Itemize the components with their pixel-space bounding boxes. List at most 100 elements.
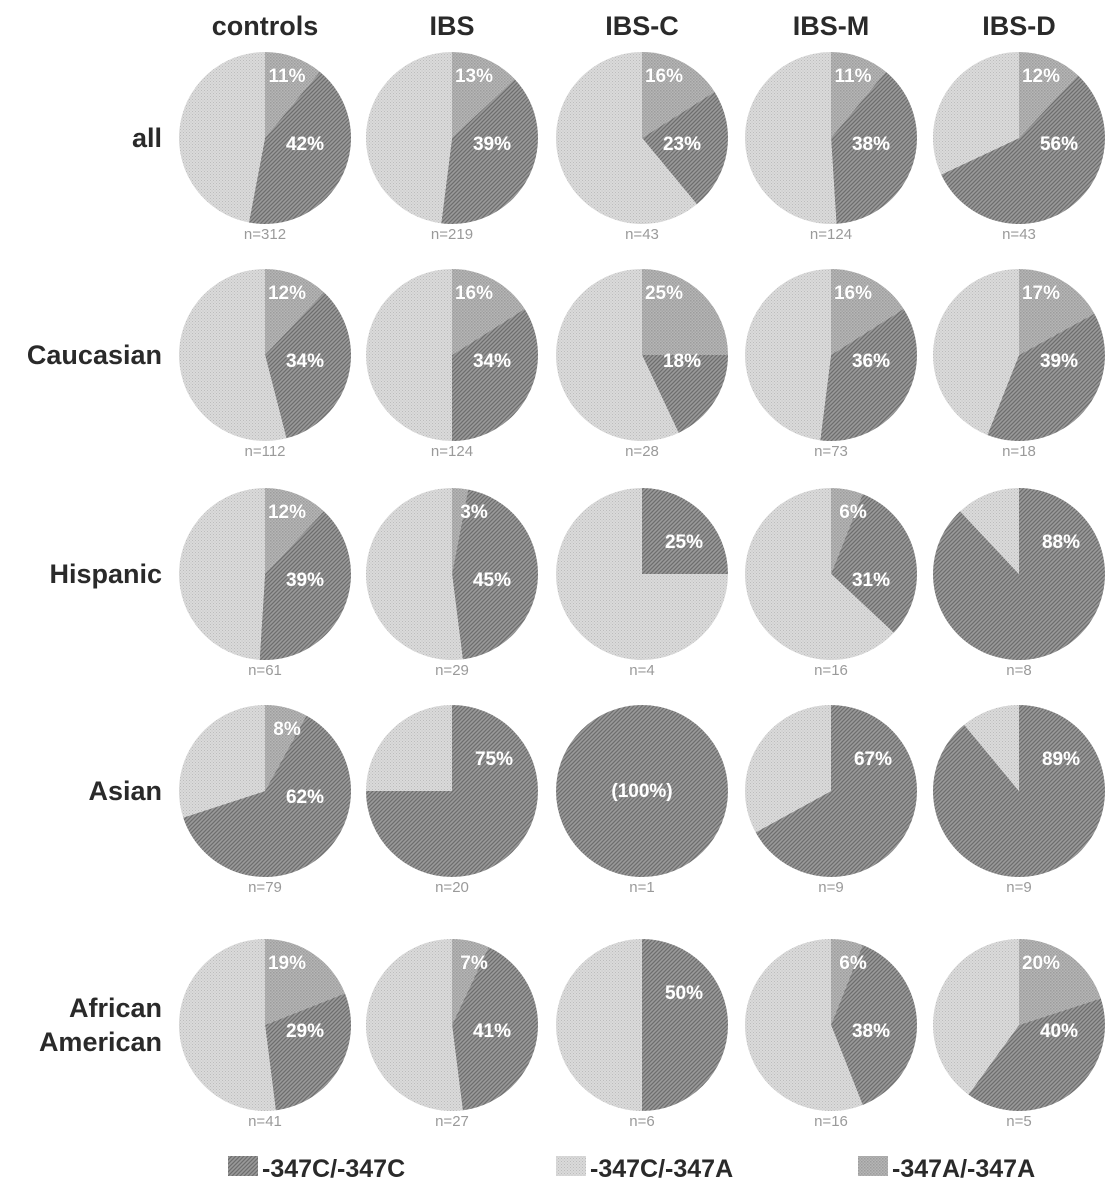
pie-all-ibs-d-slice-347c-347a: [932, 51, 1019, 175]
pie-caucasian-ibs-d-label-347a-347a: 17%: [1022, 283, 1060, 304]
pie-caucasian-controls-label-347a-347a: 12%: [268, 283, 306, 304]
pie-asian-controls-sample-size: n=79: [248, 879, 282, 896]
pie-hispanic-ibs-slice-347a-347a: [452, 488, 469, 574]
pie-asian-ibs-m-slice-347c-347a: [745, 705, 831, 833]
legend-swatch-dark: [228, 1156, 258, 1176]
pie-all-ibs-m-label-347a-347a: 11%: [835, 66, 872, 87]
column-header-ibs-d: IBS-D: [982, 11, 1056, 41]
pie-all-ibs-m-slice-347c-347a: [744, 52, 837, 224]
pie-caucasian-ibs-d-slice-347a-347a: [1019, 269, 1095, 355]
pie-asian-controls-slice-347c-347a: [178, 705, 265, 818]
pie-hispanic-ibs-m-slice-347a-347a: [831, 488, 863, 574]
pie-all-ibs-d-slice-347a-347a: [1019, 52, 1078, 138]
pie-african-american-ibs-label-347a-347a: 7%: [460, 953, 488, 974]
pie-caucasian-ibs-c-slice-347a-347a: [642, 269, 728, 355]
pie-all-ibs-c-slice-347a-347a: [642, 52, 715, 138]
pie-all-ibs-c-label-347a-347a: 16%: [645, 66, 683, 87]
pie-all-controls-slice-347c-347c: [248, 71, 351, 225]
pie-hispanic-ibs-m-slice-347c-347a: [744, 488, 894, 660]
pie-hispanic-controls-label-347a-347a: 12%: [268, 502, 306, 523]
pie-african-american-ibs-slice-347a-347a: [452, 939, 489, 1025]
row-headers: all Caucasian Hispanic Asian African American: [27, 123, 162, 1057]
pie-caucasian-ibs-label-347a-347a: 16%: [455, 283, 493, 304]
pie-caucasian-ibs-c-sample-size: n=28: [625, 443, 659, 460]
pie-hispanic-controls-sample-size: n=61: [248, 662, 282, 679]
pie-hispanic-controls-label-347c-347c: 39%: [286, 570, 324, 591]
pie-all-ibs-d-sample-size: n=43: [1002, 226, 1036, 243]
pie-caucasian-ibs-c-slice-347c-347a: [556, 269, 679, 441]
pie-all-ibs-label-347a-347a: 13%: [455, 66, 493, 87]
pie-hispanic-ibs-c-sample-size: n=4: [629, 662, 654, 679]
pie-african-american-ibs-label-347c-347c: 41%: [473, 1021, 511, 1042]
pie-hispanic-ibs-d: 88% n=8: [933, 488, 1106, 679]
pie-hispanic-controls-slice-347c-347c: [259, 511, 351, 660]
pie-all-controls-slice-347c-347a: [178, 52, 265, 223]
pie-caucasian-ibs-m-label-347c-347c: 36%: [852, 351, 890, 372]
pie-all-ibs-m-sample-size: n=124: [810, 226, 852, 243]
pie-hispanic-ibs-m-label-347a-347a: 6%: [839, 502, 867, 523]
pie-caucasian-controls-label-347c-347c: 34%: [286, 351, 324, 372]
pie-asian-ibs-slice-347c-347a: [366, 705, 452, 791]
pie-african-american-controls-label-347a-347a: 19%: [268, 953, 306, 974]
pie-caucasian-ibs-m-label-347a-347a: 16%: [834, 283, 872, 304]
row-header-african-american-line-2: American: [39, 1027, 162, 1057]
pie-hispanic-ibs-label-347c-347c: 45%: [473, 570, 511, 591]
pie-hispanic-ibs-c-slice-347c-347c: [642, 488, 728, 574]
pie-african-american-ibs-m-sample-size: n=16: [814, 1113, 848, 1130]
legend-item-347c-347c: -347C/-347C: [228, 1155, 405, 1183]
pie-asian-ibs-m-sample-size: n=9: [818, 879, 843, 896]
pie-all-controls-label-347c-347c: 42%: [286, 134, 324, 155]
pie-all-ibs-d-label-347c-347c: 56%: [1040, 134, 1078, 155]
pie-african-american-controls-slice-347c-347a: [178, 939, 276, 1111]
pie-hispanic-ibs-m-label-347c-347c: 31%: [852, 570, 890, 591]
pie-asian-ibs-d-sample-size: n=9: [1006, 879, 1031, 896]
pie-asian-ibs-d-slice-347c-347a: [964, 705, 1019, 791]
row-header-asian: Asian: [88, 776, 162, 806]
pie-african-american-ibs-m-slice-347c-347a: [744, 939, 863, 1111]
pie-african-american-controls-label-347c-347c: 29%: [286, 1021, 324, 1042]
pie-all-ibs-m-slice-347a-347a: [831, 52, 886, 138]
pie-caucasian-ibs-slice-347a-347a: [452, 269, 525, 355]
legend: -347C/-347C -347C/-347A -347A/-347A: [228, 1155, 1035, 1183]
pie-asian-ibs-c: (100%) n=1: [556, 705, 728, 896]
pie-caucasian-ibs-label-347c-347c: 34%: [473, 351, 511, 372]
pie-asian-ibs-d-label-347c-347c: 89%: [1042, 749, 1080, 770]
pie-all-controls-sample-size: n=312: [244, 226, 286, 243]
pie-asian-controls-label-347a-347a: 8%: [273, 719, 301, 740]
column-header-ibs: IBS: [429, 11, 474, 41]
pie-asian-ibs-sample-size: n=20: [435, 879, 469, 896]
legend-swatch-medium: [858, 1156, 888, 1176]
column-header-controls: controls: [212, 11, 319, 41]
pie-african-american-ibs-d-label-347a-347a: 20%: [1022, 953, 1060, 974]
pie-caucasian-ibs-sample-size: n=124: [431, 443, 473, 460]
pie-caucasian-ibs-m-sample-size: n=73: [814, 443, 848, 460]
pie-african-american-ibs-d: 40% 20% n=5: [932, 939, 1106, 1130]
pie-african-american-ibs-m-label-347c-347c: 38%: [852, 1021, 890, 1042]
pie-asian-ibs-m: 67% n=9: [745, 705, 918, 896]
pie-caucasian-controls-slice-347a-347a: [265, 269, 324, 355]
pie-all-ibs-label-347c-347c: 39%: [473, 134, 511, 155]
pie-african-american-ibs: 41% 7% n=27: [365, 939, 539, 1130]
pie-all-ibs-c-slice-347c-347a: [555, 52, 697, 224]
pie-hispanic-controls-slice-347a-347a: [265, 488, 324, 574]
legend-item-347a-347a: -347A/-347A: [858, 1155, 1035, 1183]
pie-hispanic-ibs-m: 31% 6% n=16: [744, 488, 917, 679]
pie-caucasian-controls: 34% 12% n=112: [179, 269, 352, 460]
pie-caucasian-controls-sample-size: n=112: [244, 443, 285, 460]
pie-all-ibs-m: 38% 11% n=124: [744, 52, 917, 243]
pie-african-american-ibs-d-label-347c-347c: 40%: [1040, 1021, 1078, 1042]
pie-all-ibs-c-slice-347c-347c: [642, 91, 728, 205]
pie-all-ibs-c-sample-size: n=43: [625, 226, 659, 243]
pie-all-ibs-m-slice-347c-347c: [831, 71, 917, 224]
pie-hispanic-ibs-m-slice-347c-347c: [831, 494, 917, 633]
row-header-african-american-line-1: African: [69, 993, 162, 1023]
pie-hispanic-ibs-sample-size: n=29: [435, 662, 469, 679]
pie-african-american-ibs-d-slice-347c-347a: [932, 939, 1019, 1095]
pie-african-american-ibs-m: 38% 6% n=16: [744, 939, 917, 1130]
pie-african-american-ibs-m-slice-347a-347a: [831, 939, 863, 1025]
pie-all-ibs-d: 56% 12% n=43: [932, 51, 1105, 243]
pie-hispanic-ibs-label-347a-347a: 3%: [460, 502, 488, 523]
pie-asian-ibs-m-label-347c-347c: 67%: [854, 749, 892, 770]
